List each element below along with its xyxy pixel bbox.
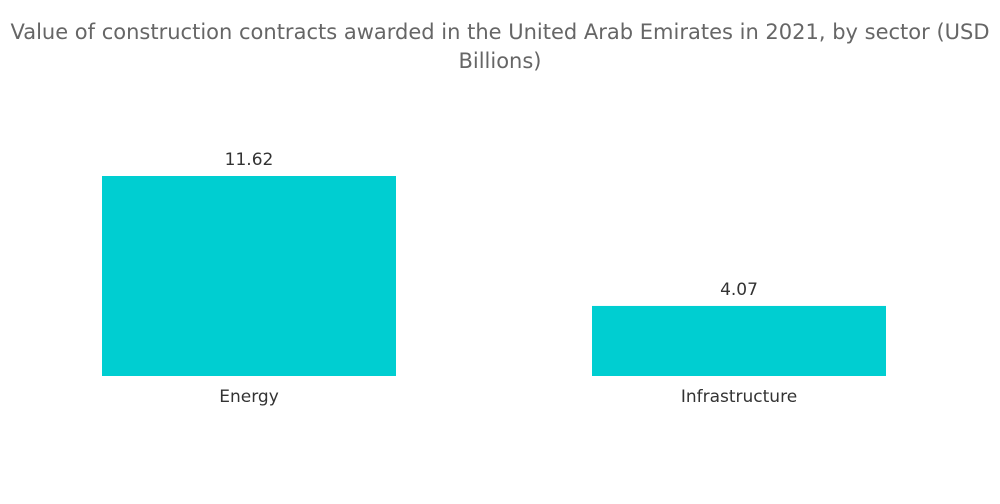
value-label-infrastructure: 4.07	[720, 280, 758, 300]
bar-energy	[102, 176, 396, 376]
category-label-energy: Energy	[219, 387, 279, 407]
category-label-infrastructure: Infrastructure	[681, 387, 797, 407]
value-label-energy: 11.62	[225, 150, 274, 170]
bar-infrastructure	[592, 305, 886, 376]
chart-title: Value of construction contracts awarded …	[10, 20, 990, 73]
